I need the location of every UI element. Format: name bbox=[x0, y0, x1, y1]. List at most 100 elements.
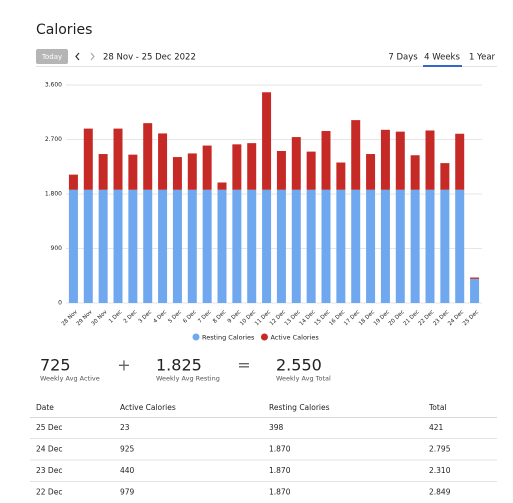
bar-segment bbox=[306, 189, 316, 303]
column-header: Total bbox=[428, 403, 447, 412]
x-tick-label: 8 Dec bbox=[212, 309, 227, 324]
x-tick-label: 7 Dec bbox=[197, 309, 212, 324]
today-label[interactable]: Today bbox=[41, 53, 62, 61]
bar-segment bbox=[247, 189, 257, 303]
date-range: 28 Nov - 25 Dec 2022 bbox=[103, 53, 196, 63]
bar-segment bbox=[68, 174, 78, 190]
bar-segment bbox=[68, 189, 78, 303]
cell: 25 Dec bbox=[36, 423, 62, 432]
cell: 440 bbox=[120, 466, 135, 475]
bar-segment bbox=[187, 189, 197, 303]
cell: 398 bbox=[269, 423, 284, 432]
today-button[interactable] bbox=[36, 49, 68, 64]
bar-segment bbox=[187, 153, 197, 190]
cell: 24 Dec bbox=[36, 445, 62, 454]
bar-segment bbox=[83, 128, 93, 190]
summary-label: Weekly Avg Active bbox=[40, 375, 100, 383]
bar-segment bbox=[425, 189, 435, 303]
bar-segment bbox=[395, 189, 405, 303]
bar-segment bbox=[158, 133, 168, 190]
bar-segment bbox=[470, 278, 480, 303]
bar-segment bbox=[336, 162, 346, 190]
bar-segment bbox=[336, 189, 346, 303]
legend-label: Resting Calories bbox=[202, 334, 255, 342]
bar-segment bbox=[158, 189, 168, 303]
bar-segment bbox=[455, 133, 465, 190]
cell: 23 Dec bbox=[36, 466, 62, 475]
bar-segment bbox=[128, 189, 138, 303]
bar-segment bbox=[98, 189, 108, 303]
bar-segment bbox=[321, 189, 331, 303]
x-tick-label: 5 Dec bbox=[167, 309, 182, 324]
x-tick-label: 25 Dec bbox=[462, 309, 480, 327]
cell: 979 bbox=[120, 488, 135, 497]
bar-segment bbox=[455, 189, 465, 303]
bar-segment bbox=[262, 189, 272, 303]
summary-label: Weekly Avg Total bbox=[276, 375, 331, 383]
bar-segment bbox=[410, 189, 420, 303]
bar-segment bbox=[470, 277, 480, 279]
bar-segment bbox=[440, 189, 450, 303]
bar-segment bbox=[113, 189, 123, 303]
column-header: Resting Calories bbox=[269, 403, 330, 412]
tab[interactable]: 7 Days bbox=[388, 53, 418, 63]
bar-segment bbox=[366, 189, 376, 303]
bar-segment bbox=[425, 130, 435, 190]
cell: 2.849 bbox=[429, 488, 451, 497]
table: Date Active Calories Resting Calories Total… bbox=[30, 403, 497, 503]
bar-segment bbox=[232, 144, 242, 190]
cell: 22 Dec bbox=[36, 488, 62, 497]
tab[interactable]: 1 Year bbox=[469, 53, 496, 63]
x-tick-label: 4 Dec bbox=[153, 309, 168, 324]
bar-segment bbox=[440, 163, 450, 190]
bar-segment bbox=[410, 155, 420, 190]
bar-segment bbox=[172, 157, 182, 190]
x-tick-label: 6 Dec bbox=[182, 309, 197, 324]
x-tick-label: 3 Dec bbox=[138, 309, 153, 324]
bar-segment bbox=[291, 137, 301, 190]
summary-value: 725 bbox=[40, 356, 71, 375]
bar-segment bbox=[113, 128, 123, 190]
bar-segment bbox=[380, 189, 390, 303]
bar-segment bbox=[98, 154, 108, 190]
x-tick-label: 1 Dec bbox=[108, 309, 123, 324]
legend-swatch bbox=[192, 333, 200, 341]
bar-segment bbox=[380, 129, 390, 190]
y-tick-label: 900 bbox=[51, 245, 63, 252]
next-arrow[interactable] bbox=[90, 52, 95, 61]
bar-segment bbox=[291, 189, 301, 303]
bar-segment bbox=[172, 189, 182, 303]
y-tick-label: 1.800 bbox=[45, 191, 62, 198]
cell: 421 bbox=[429, 423, 444, 432]
cell: 2.310 bbox=[429, 466, 451, 475]
bar-segment bbox=[202, 145, 212, 190]
y-tick-label: 0 bbox=[58, 300, 62, 307]
cell: 1.870 bbox=[269, 445, 291, 454]
prev-arrow[interactable] bbox=[75, 52, 80, 61]
bar-segment bbox=[321, 131, 331, 190]
legend-swatch bbox=[260, 333, 268, 341]
cell: 23 bbox=[120, 423, 130, 432]
tab[interactable]: 4 Weeks bbox=[424, 53, 460, 63]
cell: 925 bbox=[120, 445, 135, 454]
bar-segment bbox=[202, 189, 212, 303]
summary-label: Weekly Avg Resting bbox=[156, 375, 220, 383]
bar-segment bbox=[276, 151, 286, 190]
column-header: Date bbox=[36, 403, 54, 412]
legend-label: Active Calories bbox=[270, 334, 319, 342]
x-tick-label: 30 Nov bbox=[91, 309, 110, 328]
bar-segment bbox=[366, 154, 376, 190]
bar-segment bbox=[217, 189, 227, 303]
y-tick-label: 2.700 bbox=[45, 136, 62, 143]
bar-segment bbox=[306, 151, 316, 190]
bar-segment bbox=[351, 120, 361, 190]
y-tick-label: 3.600 bbox=[45, 82, 62, 89]
bar-segment bbox=[232, 189, 242, 303]
bar-segment bbox=[143, 189, 153, 303]
cell: 1.870 bbox=[269, 488, 291, 497]
x-tick-label: 2 Dec bbox=[123, 309, 138, 324]
bar-segment bbox=[351, 189, 361, 303]
